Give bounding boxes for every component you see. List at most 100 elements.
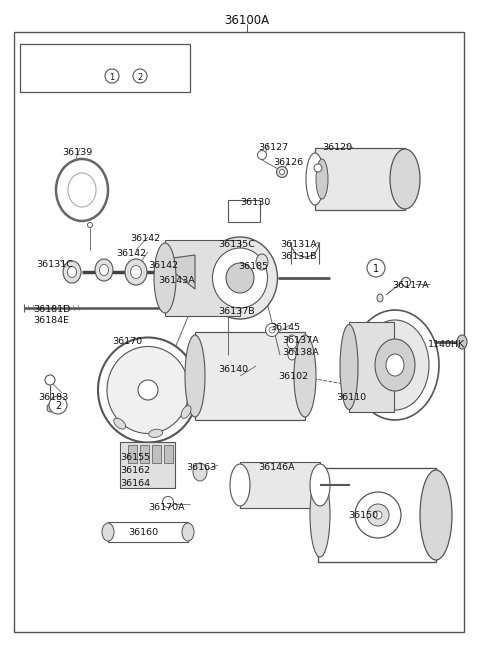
Bar (128, 445, 137, 463)
Ellipse shape (367, 504, 389, 526)
Text: 36170: 36170 (112, 337, 142, 346)
Ellipse shape (47, 404, 53, 412)
Bar (165, 240, 240, 316)
Ellipse shape (374, 511, 382, 519)
Text: THE NO.36111B : ①~②: THE NO.36111B : ①~② (28, 71, 148, 81)
Text: 36139: 36139 (62, 148, 92, 157)
Ellipse shape (276, 167, 288, 178)
Circle shape (367, 259, 385, 277)
Ellipse shape (193, 463, 207, 481)
Ellipse shape (287, 335, 297, 349)
Text: NOTE: NOTE (53, 51, 80, 61)
Text: 36138A: 36138A (282, 348, 319, 357)
Ellipse shape (56, 159, 108, 221)
Ellipse shape (125, 259, 147, 285)
Text: 36127: 36127 (258, 143, 288, 152)
Ellipse shape (401, 277, 410, 287)
Ellipse shape (386, 354, 404, 376)
Ellipse shape (355, 492, 401, 538)
Text: 2: 2 (55, 401, 61, 411)
Ellipse shape (310, 473, 330, 557)
Text: 1140HK: 1140HK (428, 340, 465, 349)
Text: 36131C: 36131C (36, 260, 73, 269)
Ellipse shape (131, 266, 142, 279)
Ellipse shape (63, 261, 81, 283)
Text: 36110: 36110 (336, 393, 366, 402)
Ellipse shape (351, 310, 439, 420)
Ellipse shape (361, 320, 429, 410)
Text: 36163: 36163 (186, 463, 216, 472)
Ellipse shape (288, 350, 296, 360)
Bar (140, 445, 149, 463)
Text: 1: 1 (373, 264, 379, 274)
Text: 36183: 36183 (38, 393, 68, 402)
Text: 36160: 36160 (128, 528, 158, 537)
Ellipse shape (230, 464, 250, 506)
Text: 36184E: 36184E (33, 316, 69, 325)
Ellipse shape (203, 237, 277, 319)
Ellipse shape (310, 464, 330, 506)
Circle shape (105, 69, 119, 83)
Text: 36145: 36145 (270, 323, 300, 332)
Bar (228, 200, 260, 222)
Ellipse shape (99, 264, 108, 276)
Bar (195, 332, 305, 420)
Text: 36170A: 36170A (148, 503, 185, 512)
Text: 36140: 36140 (218, 365, 248, 374)
Text: 36164: 36164 (120, 479, 150, 488)
Ellipse shape (95, 259, 113, 281)
Ellipse shape (163, 497, 173, 508)
Text: 36150: 36150 (348, 511, 378, 520)
Ellipse shape (226, 263, 254, 293)
Bar (315, 148, 405, 210)
Ellipse shape (107, 346, 189, 434)
Ellipse shape (45, 375, 55, 385)
Text: 36146A: 36146A (258, 463, 295, 472)
Text: 1: 1 (109, 73, 115, 81)
Ellipse shape (316, 159, 328, 199)
Polygon shape (158, 255, 195, 289)
Ellipse shape (87, 222, 93, 228)
Text: 36162: 36162 (120, 466, 150, 475)
Ellipse shape (182, 523, 194, 541)
Ellipse shape (114, 419, 126, 429)
Circle shape (133, 69, 147, 83)
Text: 36143A: 36143A (158, 276, 195, 285)
Ellipse shape (340, 325, 358, 409)
Text: 36102: 36102 (278, 372, 308, 381)
Ellipse shape (102, 523, 114, 541)
Bar (108, 522, 188, 542)
Text: 36142: 36142 (116, 249, 146, 258)
Bar (120, 442, 175, 488)
Text: 36120: 36120 (322, 143, 352, 152)
Ellipse shape (256, 254, 268, 270)
Ellipse shape (375, 339, 415, 391)
Ellipse shape (279, 169, 285, 174)
Text: 36100A: 36100A (225, 14, 270, 26)
Ellipse shape (68, 266, 76, 277)
Text: 36131A: 36131A (280, 240, 317, 249)
Text: 36131B: 36131B (280, 252, 317, 261)
Ellipse shape (294, 335, 316, 417)
Ellipse shape (265, 323, 278, 337)
Ellipse shape (138, 380, 158, 400)
Bar (349, 322, 394, 412)
Text: 36142: 36142 (148, 261, 178, 270)
Ellipse shape (390, 149, 420, 209)
Ellipse shape (257, 150, 266, 159)
Circle shape (49, 396, 67, 414)
Text: 36155: 36155 (120, 453, 150, 462)
Text: 36130: 36130 (240, 198, 270, 207)
Text: 2: 2 (137, 73, 143, 81)
Text: 36181D: 36181D (33, 305, 71, 314)
Text: 36142: 36142 (130, 234, 160, 243)
Ellipse shape (420, 470, 452, 560)
Ellipse shape (314, 164, 322, 172)
Ellipse shape (154, 243, 176, 313)
Ellipse shape (68, 173, 96, 207)
Text: 36135C: 36135C (218, 240, 255, 249)
Ellipse shape (149, 429, 163, 438)
Ellipse shape (306, 153, 324, 205)
Text: 36126: 36126 (273, 158, 303, 167)
Text: 36137B: 36137B (218, 307, 254, 316)
